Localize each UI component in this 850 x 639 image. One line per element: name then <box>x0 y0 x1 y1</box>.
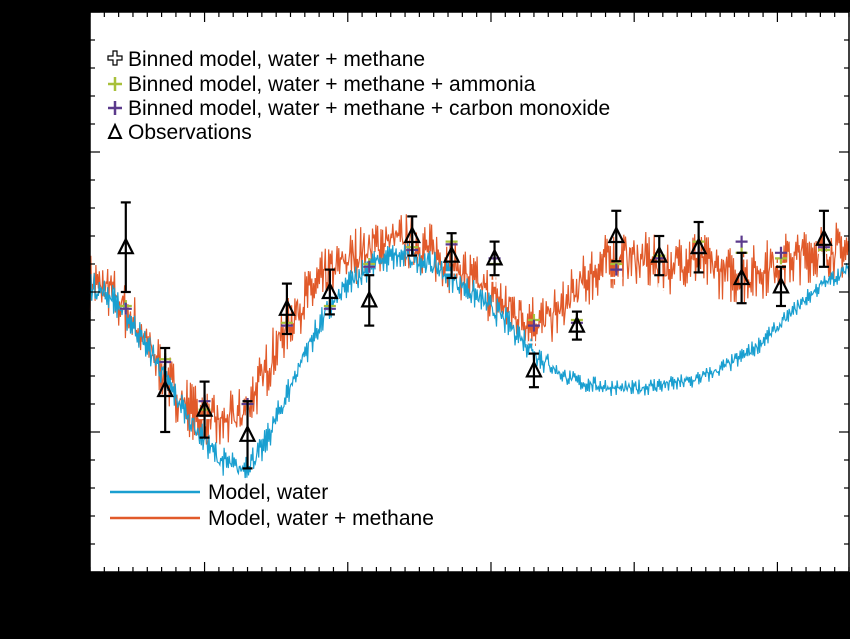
series-layer <box>89 214 850 480</box>
x-tick-labels: 1.6 1.8 2.0 2.2 2.4 <box>191 578 791 599</box>
observation-point <box>278 282 296 336</box>
binned-co-point <box>119 302 132 315</box>
observation-point <box>195 380 214 439</box>
observation-point <box>772 265 790 308</box>
observation-point <box>815 209 833 268</box>
x-tick-label: 2.0 <box>478 578 504 599</box>
observation-point <box>650 234 669 277</box>
binned-co-point <box>610 263 623 276</box>
ticks-layer <box>89 11 850 573</box>
series-line-water <box>89 243 850 480</box>
x-tick-label: 2.2 <box>621 578 647 599</box>
observation-point <box>525 352 543 389</box>
x-tick-label: 1.6 <box>191 578 217 599</box>
observation-point <box>403 215 421 257</box>
y-tick-label: 2.35 <box>47 423 84 444</box>
binned-water-methane-point <box>653 283 666 296</box>
legend-marker-plus-outline <box>107 50 123 66</box>
legend-label-binned-ammonia: Binned model, water + methane + ammonia <box>128 73 536 96</box>
y-tick-label: 2.45 <box>47 143 84 164</box>
legend-label-water: Model, water <box>208 481 328 504</box>
legend-marker-plus-green <box>108 77 122 91</box>
legend-top: Binned model, water + methane Binned mod… <box>100 42 610 148</box>
binned-co-point <box>735 235 748 248</box>
x-tick-label: 2.4 <box>764 578 791 599</box>
observation-point <box>321 268 339 316</box>
observation-point <box>117 201 135 294</box>
legend-label-binned-co: Binned model, water + methane + carbon m… <box>128 97 610 120</box>
legend-marker-plus-purple <box>108 101 122 115</box>
points-layer <box>117 201 833 470</box>
x-tick-label: 1.8 <box>335 578 361 599</box>
x-axis-title: Wavelength (μm) <box>402 612 539 632</box>
observation-point <box>607 209 626 263</box>
observation-point <box>442 232 461 280</box>
series-line-water-methane <box>89 214 850 445</box>
y-tick-label: 2.40 <box>47 283 84 304</box>
y-tick-label: 2.30 <box>47 563 84 584</box>
binned-water-methane-point <box>488 274 501 287</box>
observation-point <box>689 220 708 274</box>
binned-co-point <box>363 260 376 273</box>
y-axis-title: Absorption (%) <box>4 232 24 351</box>
observation-point <box>360 274 379 327</box>
observation-point <box>732 251 751 305</box>
observation-point <box>238 400 257 470</box>
binned-water-methane-point <box>527 336 540 349</box>
observation-point <box>156 346 174 434</box>
observation-point <box>485 240 504 277</box>
legend-label-binned-water-methane: Binned model, water + methane <box>128 48 425 71</box>
y-tick-label: 2.50 <box>47 3 84 24</box>
binned-co-point <box>527 319 540 332</box>
legend-label-water-methane: Model, water + methane <box>208 507 434 530</box>
legend-marker-triangle <box>107 122 123 139</box>
legend-bottom: Model, water Model, water + methane <box>104 478 494 538</box>
legend-label-observations: Observations <box>128 121 252 144</box>
binned-co-point <box>774 246 787 259</box>
y-tick-labels: 2.30 2.35 2.40 2.45 2.50 <box>47 3 84 584</box>
observation-point <box>568 310 586 341</box>
